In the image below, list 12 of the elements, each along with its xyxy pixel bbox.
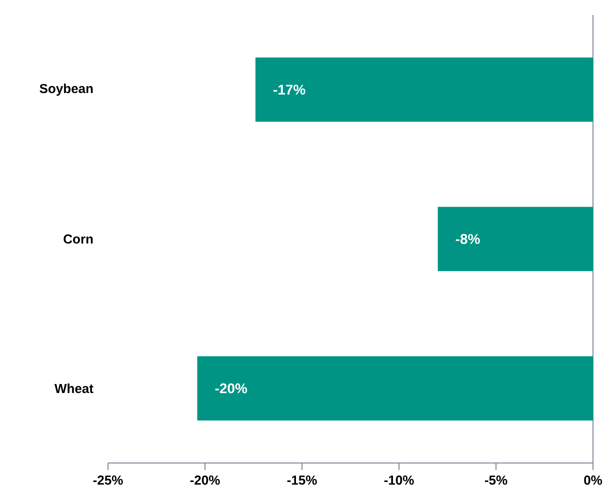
x-tick-label: -10% xyxy=(384,476,414,485)
x-tick-label: -25% xyxy=(93,476,123,485)
y-tick-label: Wheat xyxy=(54,384,94,394)
data-label: -20% xyxy=(215,383,248,394)
x-tick-label: -20% xyxy=(190,476,220,485)
x-tick-label: 0% xyxy=(584,476,602,485)
x-tick-label: -15% xyxy=(287,476,317,485)
x-tick-label: -5% xyxy=(484,476,508,485)
data-label: -8% xyxy=(456,234,480,244)
y-tick-label: Corn xyxy=(64,234,93,244)
y-tick-label: Soybean xyxy=(40,84,93,96)
data-label: -17% xyxy=(274,84,306,95)
